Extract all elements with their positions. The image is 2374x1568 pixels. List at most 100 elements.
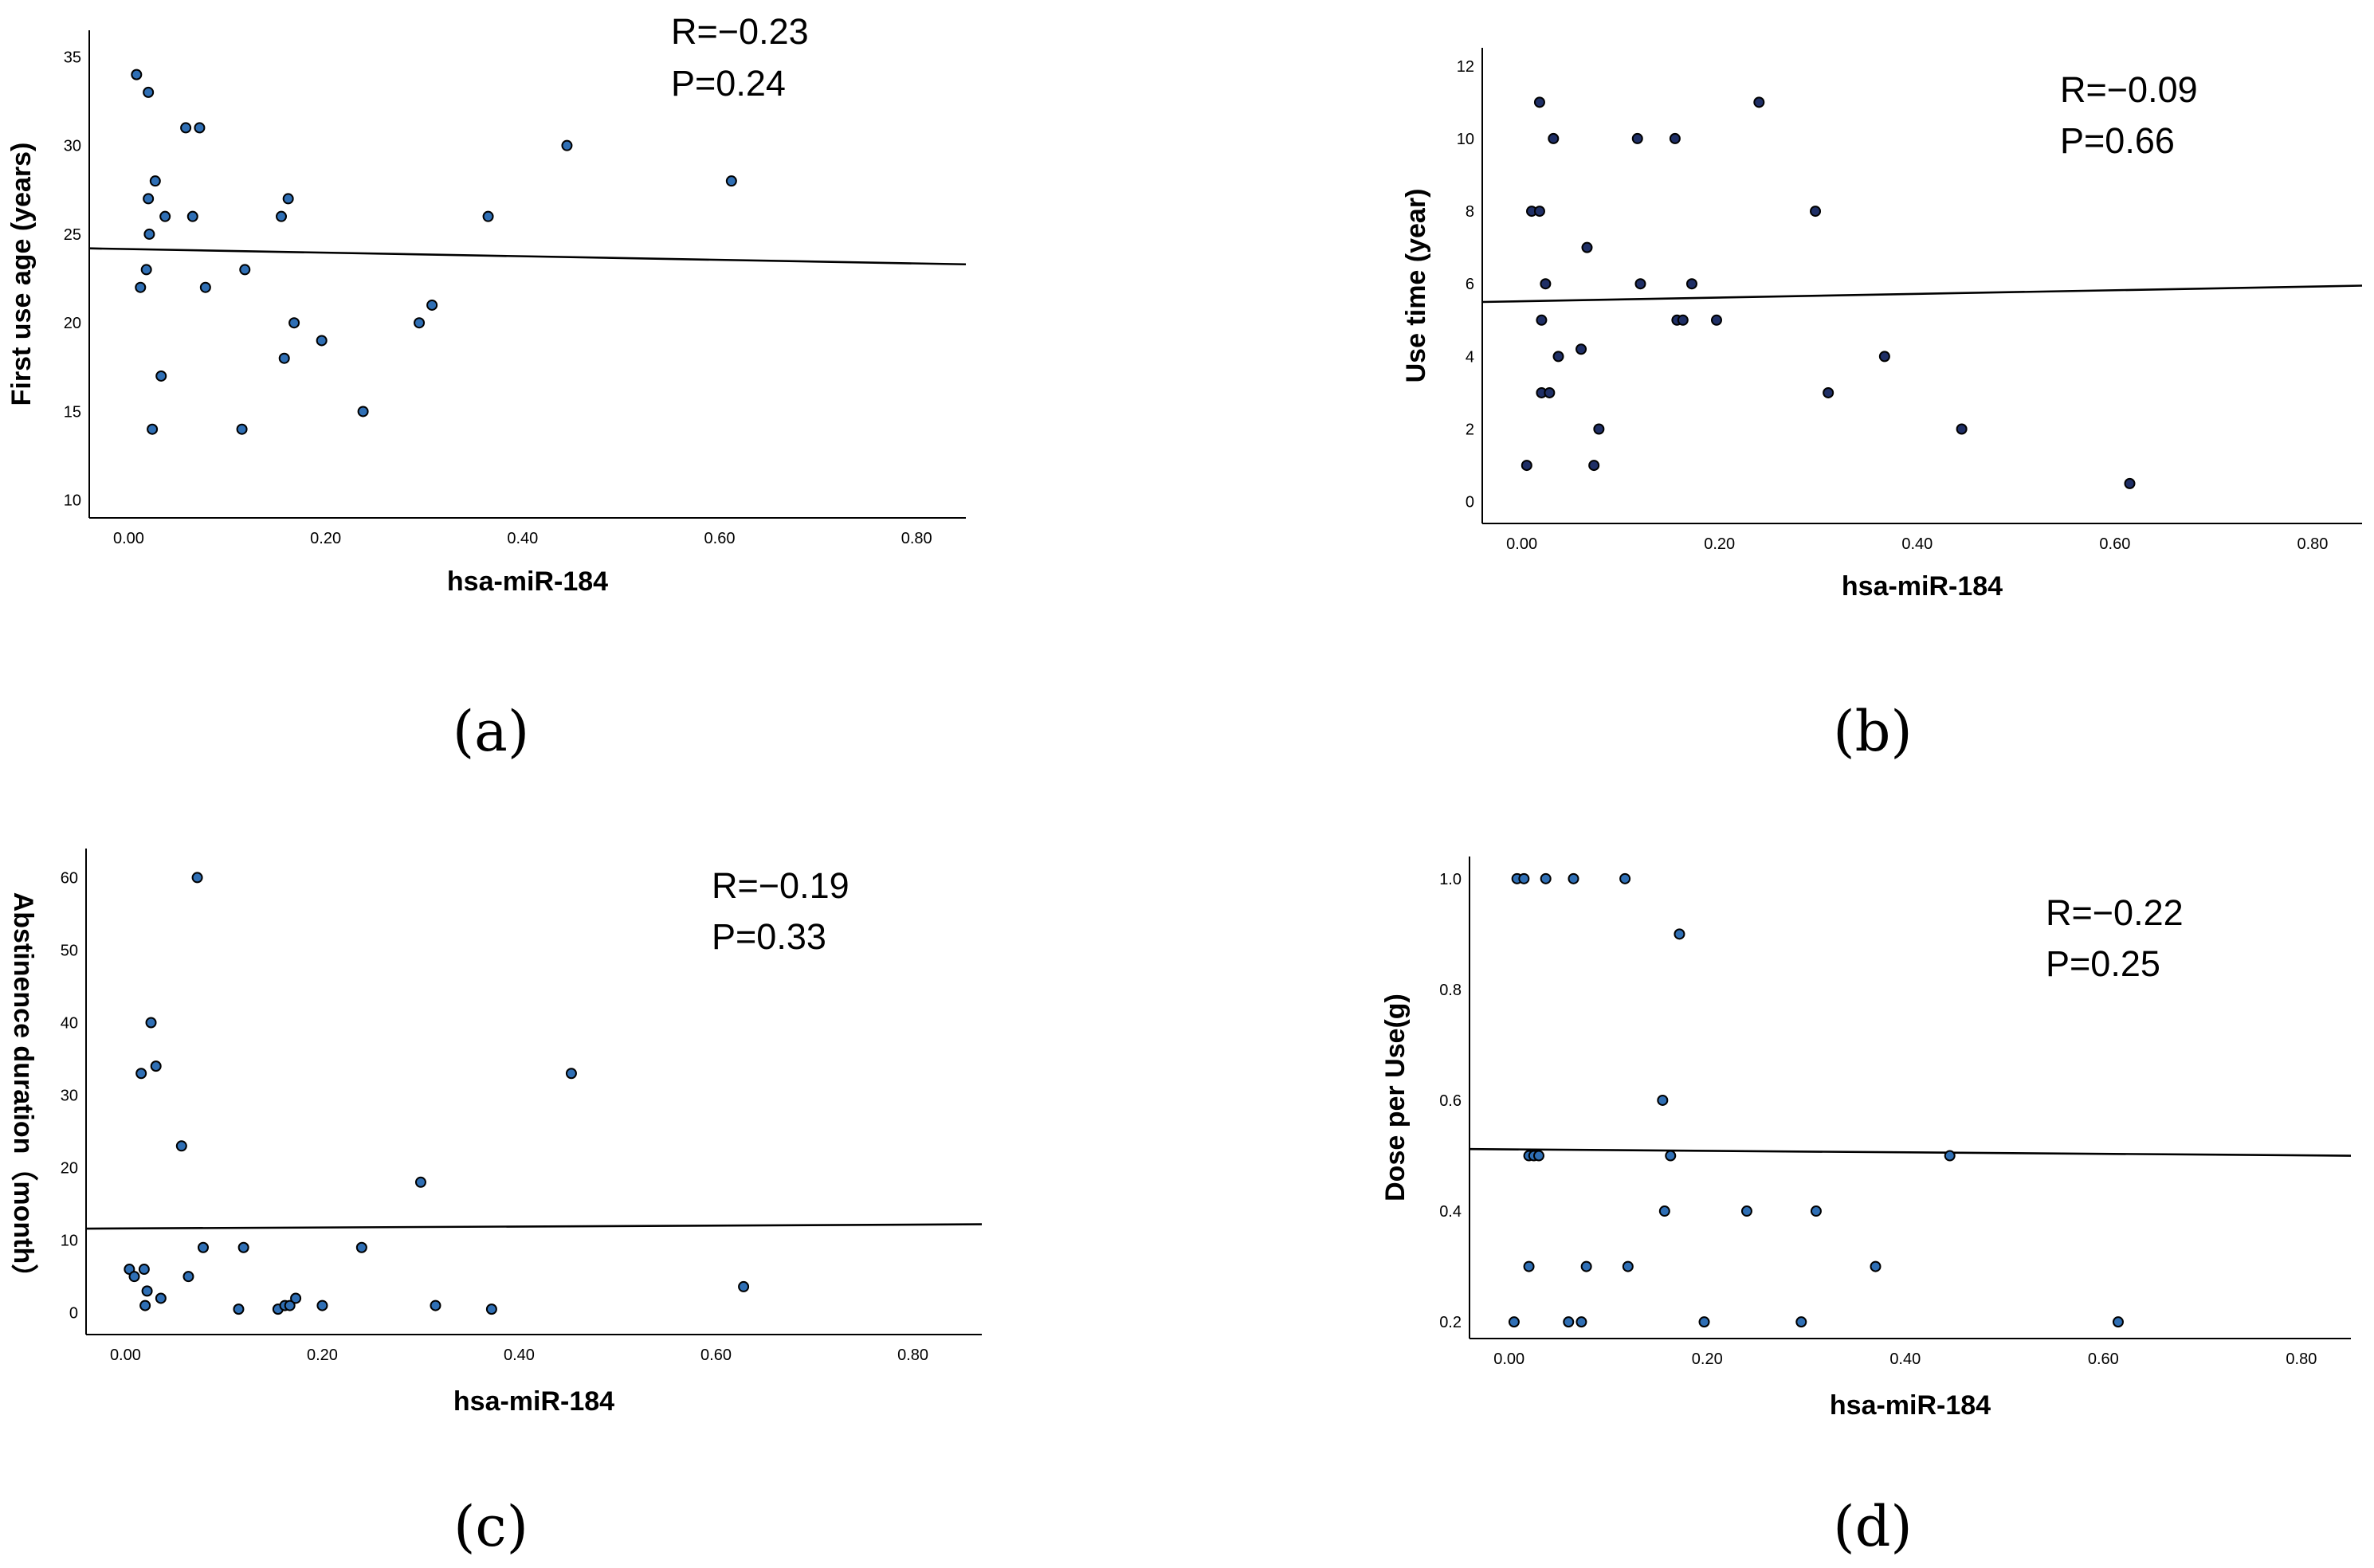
- data-point: [1575, 1316, 1587, 1328]
- data-point: [1870, 1260, 1882, 1272]
- y-tick-label: 25: [64, 226, 81, 244]
- y-tick-label: 50: [61, 942, 78, 959]
- data-point: [1581, 241, 1593, 253]
- data-point: [1575, 343, 1587, 355]
- data-point: [1508, 1316, 1520, 1328]
- data-point: [290, 1292, 302, 1304]
- data-point: [357, 406, 369, 417]
- p-value-label: P=0.66: [2060, 120, 2175, 161]
- data-point: [1548, 132, 1560, 144]
- x-axis-title: hsa-miR-184: [447, 566, 608, 597]
- data-point: [1740, 1205, 1752, 1217]
- data-point: [1631, 132, 1643, 144]
- x-tick-label: 0.40: [507, 530, 538, 547]
- panel-c-chart: 0 10 20 30 40 50 60 0.00 0.20 0.40 0.60 0.80 hsa-miR…: [8, 849, 983, 1559]
- data-point: [180, 122, 192, 134]
- y-tick-label: 0.4: [1439, 1203, 1462, 1221]
- p-value-label: P=0.24: [671, 63, 786, 104]
- data-point: [276, 210, 288, 222]
- data-point: [143, 193, 155, 205]
- data-point: [1588, 460, 1600, 472]
- data-point: [561, 139, 573, 151]
- y-tick-label: 2: [1466, 421, 1474, 439]
- data-point: [1665, 1150, 1677, 1162]
- data-point: [1658, 1205, 1670, 1217]
- data-point: [159, 210, 171, 222]
- data-point: [1533, 206, 1545, 218]
- data-point: [128, 1271, 140, 1283]
- p-value-label: P=0.25: [2046, 943, 2160, 984]
- data-point: [155, 370, 167, 382]
- x-tick-label: 0.20: [1692, 1350, 1723, 1368]
- panel-label: (b): [1833, 699, 1912, 764]
- panel-label: (c): [453, 1494, 528, 1559]
- x-tick-label: 0.00: [1493, 1350, 1524, 1368]
- correlation-r-label: R=−0.22: [2046, 892, 2184, 933]
- x-axis-title: hsa-miR-184: [1842, 571, 2003, 602]
- data-point: [1563, 1316, 1575, 1328]
- data-point: [233, 1303, 245, 1315]
- y-tick-label: 20: [61, 1160, 78, 1178]
- data-point: [2112, 1316, 2124, 1328]
- data-point: [1810, 206, 1822, 218]
- data-point: [1536, 314, 1548, 326]
- y-axis-title: Dose per Use(g): [1380, 994, 1411, 1201]
- data-point: [485, 1303, 497, 1315]
- data-point: [1568, 872, 1579, 884]
- data-point: [1540, 278, 1552, 290]
- data-point: [1698, 1316, 1710, 1328]
- y-tick-label: 8: [1466, 203, 1474, 221]
- data-point: [1593, 423, 1605, 435]
- x-tick-label: 0.00: [113, 530, 144, 547]
- data-point: [1552, 351, 1564, 363]
- data-point: [186, 210, 198, 222]
- fit-line: [1481, 284, 2363, 304]
- data-point: [1677, 314, 1689, 326]
- data-point: [282, 193, 294, 205]
- data-point: [1753, 96, 1765, 108]
- y-tick-label: 10: [61, 1233, 78, 1250]
- data-point: [725, 175, 737, 187]
- data-point: [140, 264, 152, 276]
- data-point: [1532, 1150, 1544, 1162]
- data-point: [414, 1176, 426, 1188]
- y-tick-label: 0: [69, 1305, 78, 1323]
- y-tick-label: 0: [1466, 494, 1474, 512]
- data-point: [426, 299, 438, 311]
- data-point: [1685, 278, 1697, 290]
- panel-a-chart: 10 15 20 25 30 35 0.00 0.20 0.40 0.60 0.80 hsa-miR-…: [6, 11, 967, 764]
- y-tick-label: 0.8: [1439, 982, 1462, 999]
- data-point: [1674, 928, 1685, 940]
- y-tick-label: 1.0: [1439, 871, 1462, 888]
- y-axis-title: Use time (year): [1401, 189, 1431, 383]
- panel-d-chart: 0.2 0.4 0.6 0.8 1.0 0.00 0.20 0.40 0.60 0.80 hsa-m…: [1380, 857, 2352, 1559]
- x-tick-label: 0.20: [307, 1347, 338, 1364]
- y-tick-label: 30: [64, 138, 81, 155]
- panel-label: (d): [1833, 1494, 1912, 1559]
- data-point: [237, 1241, 249, 1253]
- data-point: [135, 1068, 147, 1080]
- data-point: [131, 69, 143, 80]
- data-point: [1540, 872, 1552, 884]
- data-point: [2124, 477, 2136, 489]
- correlation-r-label: R=−0.19: [712, 865, 850, 906]
- x-tick-label: 0.80: [2286, 1350, 2317, 1368]
- data-point: [138, 1264, 150, 1276]
- fit-line: [88, 247, 967, 266]
- data-point: [182, 1271, 194, 1283]
- data-point: [191, 872, 203, 884]
- data-point: [1878, 351, 1890, 363]
- data-point: [143, 86, 155, 98]
- data-point: [1518, 872, 1530, 884]
- y-tick-label: 4: [1466, 348, 1474, 366]
- x-tick-label: 0.60: [2099, 535, 2130, 553]
- p-value-label: P=0.33: [712, 916, 826, 957]
- y-axis-title: First use age (years): [6, 143, 37, 406]
- data-point: [288, 317, 300, 329]
- data-point: [1810, 1205, 1822, 1217]
- x-tick-label: 0.40: [1901, 535, 1933, 553]
- x-axis-title: hsa-miR-184: [453, 1386, 614, 1417]
- data-point: [414, 317, 426, 329]
- x-axis-title: hsa-miR-184: [1830, 1390, 1991, 1421]
- y-tick-label: 0.6: [1439, 1092, 1462, 1110]
